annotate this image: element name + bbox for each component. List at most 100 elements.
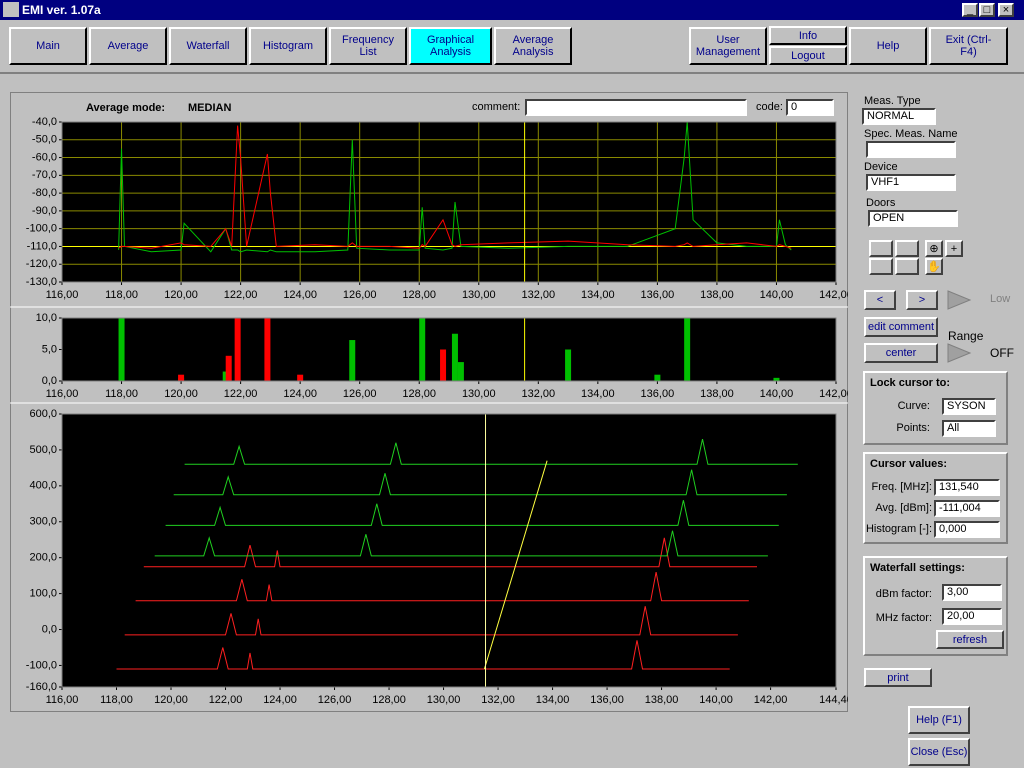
prev-button[interactable]: < — [864, 290, 896, 310]
avg-field[interactable]: -111,004 — [934, 500, 1000, 517]
code-label: code: — [756, 101, 783, 113]
bar — [773, 377, 780, 381]
hist-field[interactable]: 0,000 — [934, 521, 1000, 538]
mhz-field[interactable]: 20,00 — [942, 608, 1002, 625]
plot-frame — [61, 413, 837, 688]
plot-frame — [61, 121, 837, 283]
spec-name-field[interactable] — [866, 141, 956, 158]
dbm-label: dBm factor: — [875, 588, 932, 600]
menu-button[interactable]: Logout — [769, 46, 847, 65]
minimize-button[interactable]: _ — [962, 3, 978, 17]
x-tick-label: 140,00 — [760, 289, 794, 301]
close-button[interactable]: × — [998, 3, 1014, 17]
menu-button[interactable]: Main — [9, 27, 87, 65]
curve-field[interactable]: SYSON — [942, 398, 996, 415]
help-button[interactable]: Help (F1) — [908, 706, 970, 734]
x-tick-label: 136,00 — [641, 388, 675, 400]
x-tick-label: 142,00 — [819, 388, 848, 400]
x-tick-label: 140,00 — [760, 388, 794, 400]
dbm-field[interactable]: 3,00 — [942, 584, 1002, 601]
maximize-button[interactable]: □ — [979, 3, 995, 17]
menu-button[interactable]: Average — [89, 27, 167, 65]
menu-bar: Main Average Waterfall Histogram Frequen… — [0, 20, 1024, 74]
device-label: Device — [864, 161, 898, 173]
next-button[interactable]: > — [906, 290, 938, 310]
tool-icon[interactable] — [869, 240, 893, 257]
x-tick-label: 116,00 — [46, 289, 79, 301]
menu-button[interactable]: Average Analysis — [494, 27, 572, 65]
y-tick-label: 0,0 — [42, 623, 57, 635]
x-tick-label: 124,00 — [263, 694, 297, 706]
x-tick-label: 142,00 — [754, 694, 788, 706]
x-tick-label: 116,00 — [46, 694, 79, 706]
x-tick-label: 128,00 — [372, 694, 406, 706]
x-tick-label: 122,00 — [224, 388, 258, 400]
bar — [654, 374, 661, 381]
x-tick-label: 136,00 — [590, 694, 624, 706]
bar — [419, 318, 426, 381]
freq-field[interactable]: 131,540 — [934, 479, 1000, 496]
bar — [451, 333, 458, 381]
y-tick-label: -120,0 — [26, 258, 57, 270]
spec-name-label: Spec. Meas. Name — [864, 128, 958, 140]
series-line — [135, 572, 749, 602]
bar — [225, 355, 232, 381]
low-toggle[interactable] — [946, 289, 972, 311]
x-tick-label: 132,00 — [521, 388, 555, 400]
series-line — [116, 640, 730, 670]
cursor-icon[interactable]: + — [945, 240, 963, 257]
menu-button[interactable]: Frequency List — [329, 27, 407, 65]
close-button[interactable]: Close (Esc) — [908, 738, 970, 766]
menu-button[interactable]: Exit (Ctrl-F4) — [929, 27, 1008, 65]
bar — [565, 349, 572, 381]
points-field[interactable]: All — [942, 420, 996, 437]
bar — [684, 318, 691, 381]
refresh-button[interactable]: refresh — [936, 630, 1004, 649]
x-tick-label: 126,00 — [343, 289, 377, 301]
x-tick-label: 120,00 — [164, 388, 198, 400]
menu-button[interactable]: Help — [849, 27, 927, 65]
y-tick-label: 600,0 — [29, 408, 57, 420]
edit-comment-button[interactable]: edit comment — [864, 317, 938, 337]
x-tick-label: 140,00 — [699, 694, 733, 706]
y-tick-label: 0,0 — [42, 375, 57, 387]
x-tick-label: 144,40 — [819, 694, 848, 706]
device-field[interactable]: VHF1 — [866, 174, 956, 191]
zoom-icon[interactable]: ⊕ — [925, 240, 943, 257]
x-tick-label: 128,00 — [402, 388, 436, 400]
tool-icon[interactable] — [895, 240, 919, 257]
menu-button[interactable]: User Management — [689, 27, 767, 65]
bar — [118, 318, 125, 381]
range-toggle[interactable] — [946, 342, 972, 364]
x-tick-label: 138,00 — [645, 694, 679, 706]
doors-field[interactable]: OPEN — [868, 210, 958, 227]
cursor-group — [863, 452, 1008, 544]
avg-label: Avg. [dBm]: — [875, 502, 932, 514]
y-tick-label: 500,0 — [29, 444, 57, 456]
app-icon — [3, 2, 19, 17]
menu-button[interactable]: Histogram — [249, 27, 327, 65]
menu-button[interactable]: Info — [769, 26, 847, 45]
meas-type-field[interactable]: NORMAL — [862, 108, 936, 125]
menu-button-active[interactable]: Graphical Analysis — [409, 27, 492, 65]
y-tick-label: -130,0 — [26, 276, 57, 288]
series-line — [483, 460, 548, 670]
tool-icon[interactable] — [895, 258, 919, 275]
tool-icon[interactable] — [869, 258, 893, 275]
x-tick-label: 130,00 — [427, 694, 461, 706]
series-line — [118, 121, 792, 253]
code-input[interactable]: 0 — [786, 99, 834, 116]
y-tick-label: -80,0 — [32, 187, 57, 199]
plot-area — [62, 122, 836, 282]
print-button[interactable]: print — [864, 668, 932, 687]
x-tick-label: 132,00 — [481, 694, 515, 706]
series-line — [143, 537, 757, 568]
mhz-label: MHz factor: — [875, 612, 932, 624]
pan-icon[interactable]: ✋ — [925, 258, 943, 275]
menu-button[interactable]: Waterfall — [169, 27, 247, 65]
lock-group — [863, 371, 1008, 445]
center-button[interactable]: center — [864, 343, 938, 363]
x-tick-label: 130,00 — [462, 388, 496, 400]
comment-input[interactable] — [525, 99, 747, 116]
